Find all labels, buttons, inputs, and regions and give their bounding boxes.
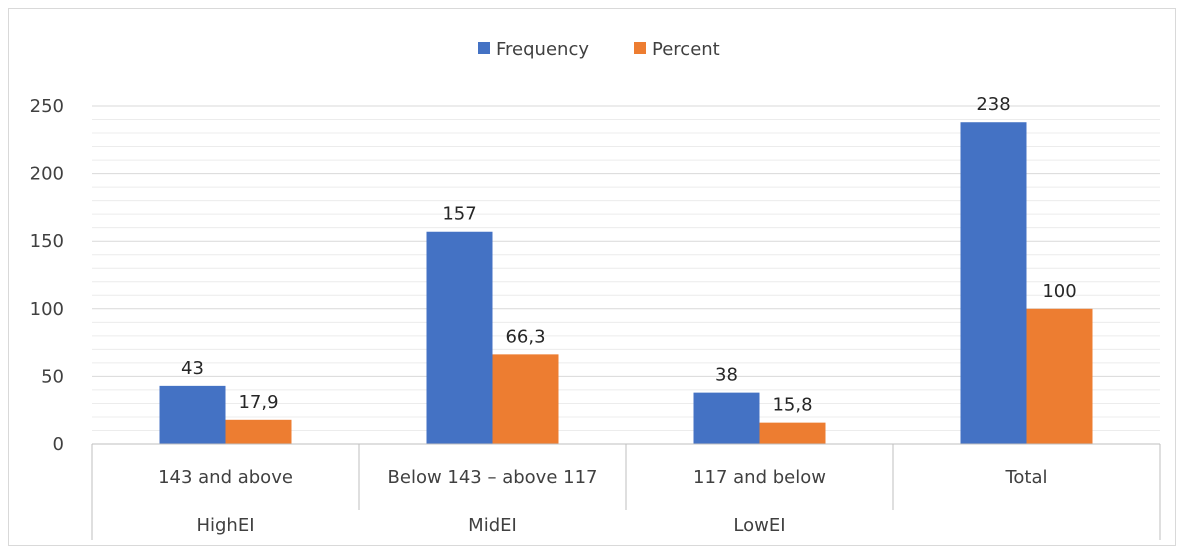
legend: Frequency Percent	[478, 39, 720, 60]
bar-frequency	[159, 385, 226, 444]
x-group-label: LowEI	[733, 515, 785, 536]
bar-percent	[492, 354, 559, 444]
x-group-label: HighEI	[196, 515, 254, 536]
data-labels: 43 157 38 238 17,9 66,3 15,8 100	[181, 94, 1077, 415]
data-label-percent: 15,8	[772, 395, 812, 416]
y-tick-label: 0	[53, 434, 64, 455]
x-category-label: Total	[1004, 467, 1047, 488]
legend-swatch-percent	[634, 42, 646, 54]
data-label-frequency: 38	[715, 365, 738, 386]
bar-frequency	[960, 122, 1027, 444]
data-label-frequency: 43	[181, 358, 204, 379]
data-label-percent: 66,3	[505, 326, 545, 347]
x-group-label: MidEI	[468, 515, 517, 536]
bar-percent	[1026, 308, 1093, 444]
bar-percent	[759, 422, 826, 444]
bars	[159, 122, 1093, 444]
bar-percent	[225, 419, 292, 444]
legend-label-percent: Percent	[652, 39, 720, 60]
y-tick-label: 250	[30, 96, 64, 117]
data-label-frequency: 238	[976, 94, 1010, 115]
x-category-label: Below 143 – above 117	[388, 467, 598, 488]
legend-label-frequency: Frequency	[496, 39, 589, 60]
x-category-label: 117 and below	[693, 467, 826, 488]
y-tick-label: 200	[30, 164, 64, 185]
data-label-frequency: 157	[442, 204, 476, 225]
y-axis-ticks: 0 50 100 150 200 250	[30, 96, 64, 455]
y-tick-label: 150	[30, 231, 64, 252]
data-label-percent: 17,9	[238, 392, 278, 413]
x-category-label: 143 and above	[158, 467, 293, 488]
x-axis: 143 and above HighEI Below 143 – above 117…	[91, 443, 1161, 540]
data-label-percent: 100	[1042, 281, 1076, 302]
y-tick-label: 50	[41, 366, 64, 387]
y-tick-label: 100	[30, 299, 64, 320]
legend-swatch-frequency	[478, 42, 490, 54]
bar-frequency	[426, 231, 493, 444]
bar-frequency	[693, 392, 760, 444]
